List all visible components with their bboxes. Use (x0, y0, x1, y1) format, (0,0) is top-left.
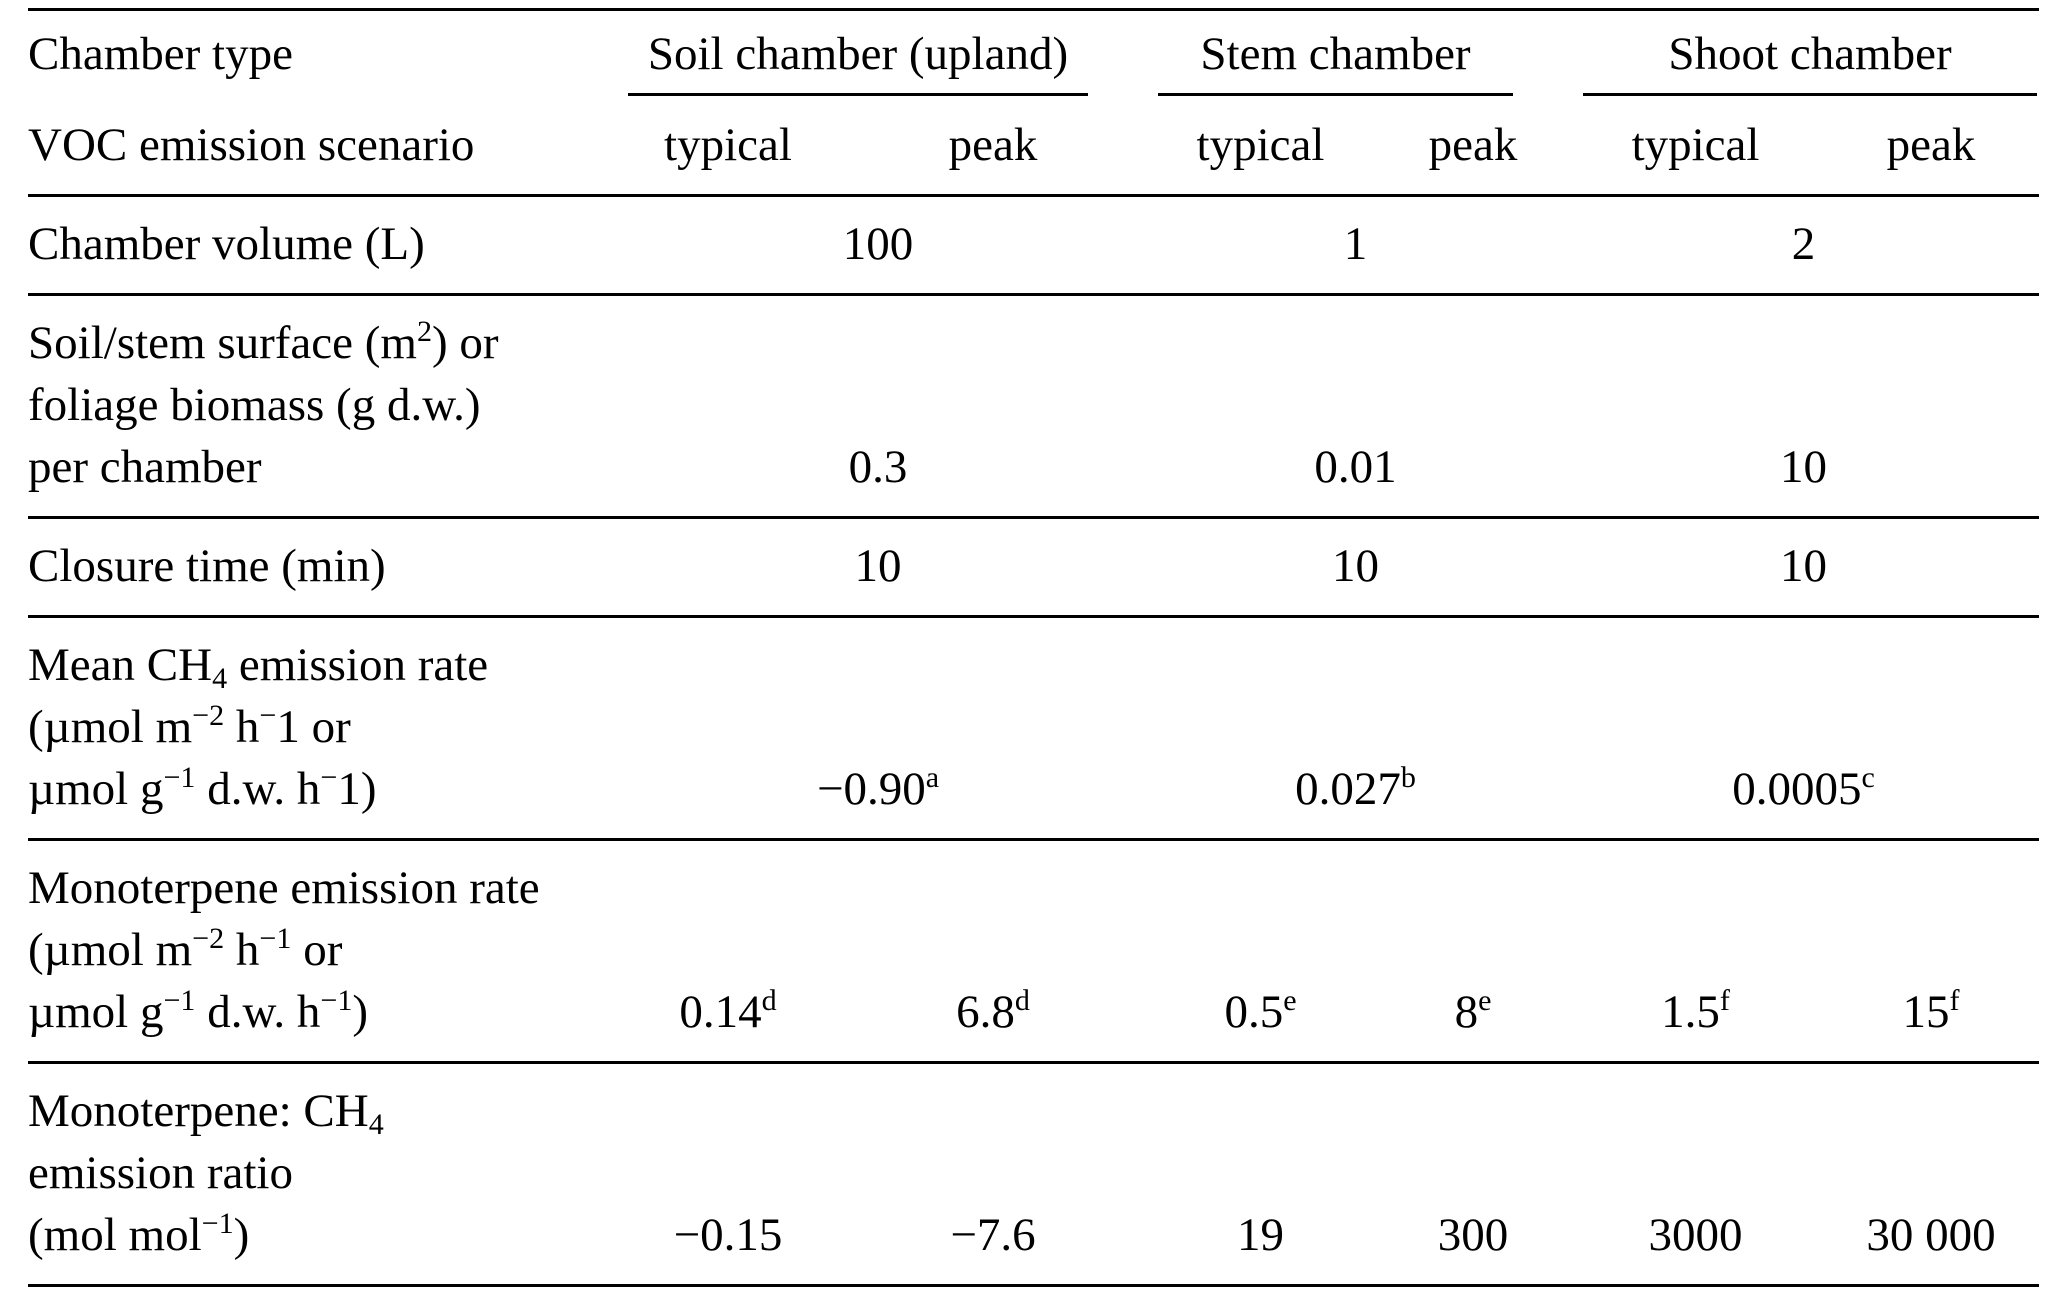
column-header-soil-typical: typical (613, 104, 843, 197)
column-header-shoot-typical: typical (1568, 104, 1824, 197)
cell-value: 300 (1437, 1209, 1509, 1261)
header-voc-scenario: VOC emission scenario (28, 104, 613, 197)
table-row-chamber-volume: Chamber volume (L) 100 1 2 (28, 196, 2040, 295)
header-group-shoot-chamber: Shoot chamber (1568, 10, 2039, 105)
group-label-shoot: Shoot chamber (1668, 28, 1952, 80)
group-underline-soil: Soil chamber (upland) (628, 23, 1088, 96)
cell-value: −0.15 (673, 1209, 783, 1261)
table-body: Chamber volume (L) 100 1 2 Soil/stem sur… (28, 196, 2040, 1286)
column-header-soil-peak: peak (843, 104, 1143, 197)
cell-value: 0.0005c (1732, 760, 1875, 815)
table-header: Chamber type Soil chamber (upland) Stem … (28, 10, 2040, 197)
header-chamber-type-label: Chamber type (28, 28, 293, 80)
column-header-shoot-peak: peak (1823, 104, 2040, 197)
row-label: Monoterpene: CH4 emission ratio (mol mol−1… (28, 1085, 384, 1261)
header-group-row: Chamber type Soil chamber (upland) Stem … (28, 10, 2039, 105)
row-label: Monoterpene emission rate (µmol m−2 h−1 o… (28, 862, 540, 1038)
cell-value: 100 (842, 218, 914, 270)
header-chamber-type: Chamber type (28, 10, 613, 105)
column-header-stem-typical: typical (1143, 104, 1378, 197)
column-header-stem-peak: peak (1378, 104, 1569, 197)
cell-value: 10 (1780, 441, 1828, 493)
cell-value: 10 (1780, 540, 1828, 592)
group-underline-stem: Stem chamber (1158, 23, 1514, 96)
cell-value: 0.14d (679, 983, 777, 1038)
row-label: Closure time (min) (28, 540, 386, 592)
table-row-surface-biomass: Soil/stem surface (m2) or foliage biomass… (28, 295, 2040, 518)
cell-value: 10 (1332, 540, 1379, 592)
cell-value: −0.90a (816, 760, 940, 815)
row-label: Soil/stem surface (m2) or foliage biomass… (28, 314, 499, 493)
cell-value: −7.6 (950, 1209, 1036, 1261)
cell-value: 6.8d (956, 983, 1030, 1038)
table-row-mean-ch4-emission-rate: Mean CH4 emission rate (µmol m−2 h−1 or µm… (28, 617, 2040, 840)
group-underline-shoot: Shoot chamber (1583, 23, 2038, 96)
cell-value: 3000 (1648, 1209, 1743, 1261)
cell-value: 0.3 (848, 441, 908, 493)
cell-value: 10 (854, 540, 902, 592)
table-row-monoterpene-ch4-ratio: Monoterpene: CH4 emission ratio (mol mol−1… (28, 1063, 2040, 1286)
group-label-stem: Stem chamber (1200, 28, 1471, 80)
row-label: Mean CH4 emission rate (µmol m−2 h−1 or µm… (28, 639, 489, 815)
cell-value: 1 (1343, 218, 1368, 270)
header-group-stem-chamber: Stem chamber (1143, 10, 1568, 105)
row-label: Chamber volume (L) (28, 218, 425, 270)
cell-value: 1.5f (1661, 983, 1730, 1038)
header-sub-row: VOC emission scenario typical peak typic… (28, 104, 2040, 197)
header-voc-scenario-label: VOC emission scenario (28, 119, 475, 171)
table-row-monoterpene-emission-rate: Monoterpene emission rate (µmol m−2 h−1 o… (28, 840, 2040, 1063)
cell-value: 15f (1902, 983, 1960, 1038)
table-row-closure-time: Closure time (min) 10 10 10 (28, 518, 2040, 617)
cell-value: 0.027b (1295, 760, 1416, 815)
cell-value: 19 (1237, 1209, 1284, 1261)
header-group-soil-chamber: Soil chamber (upland) (613, 10, 1143, 105)
cell-value: 2 (1791, 218, 1816, 270)
cell-value: 8e (1454, 983, 1492, 1038)
emission-scenario-table: Chamber type Soil chamber (upland) Stem … (28, 8, 2040, 1287)
group-label-soil: Soil chamber (upland) (647, 28, 1069, 80)
cell-value: 0.01 (1314, 441, 1397, 493)
cell-value: 0.5e (1224, 983, 1297, 1038)
cell-value: 30 000 (1866, 1209, 1996, 1261)
